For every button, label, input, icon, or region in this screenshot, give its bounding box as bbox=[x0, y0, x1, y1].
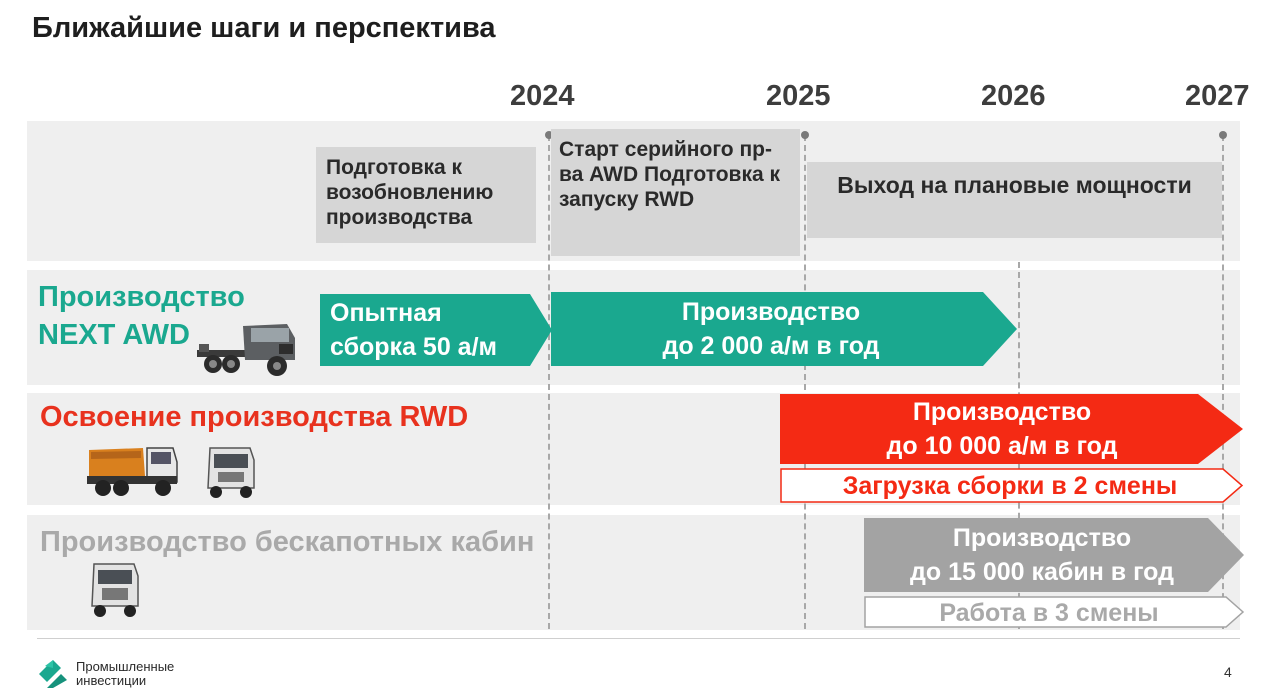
rwd-production-arrow: Производство до 10 000 а/м в год bbox=[780, 394, 1243, 464]
page-number: 4 bbox=[1224, 664, 1232, 680]
dump-truck-icon bbox=[85, 442, 180, 500]
timeline-2025-line bbox=[804, 135, 806, 629]
awd-row-label: Производство NEXT AWD bbox=[38, 278, 245, 354]
rwd-shift-outline-arrow: Загрузка сборки в 2 смены bbox=[780, 468, 1244, 503]
year-2027: 2027 bbox=[1185, 80, 1250, 112]
timeline-2025-dot bbox=[801, 131, 809, 139]
cabins-production-arrow: Производство до 15 000 кабин в год bbox=[864, 518, 1244, 592]
awd-label-line1: Производство bbox=[38, 281, 245, 313]
rwd-row-label: Освоение производства RWD bbox=[40, 401, 469, 433]
year-2024: 2024 bbox=[510, 80, 575, 112]
rwd-shift-text: Загрузка сборки в 2 смены bbox=[842, 472, 1178, 500]
awd-production-arrow-text: Производство до 2 000 а/м в год bbox=[662, 298, 880, 360]
cabins-shift-text: Работа в 3 смены bbox=[939, 599, 1159, 627]
year-2025: 2025 bbox=[766, 80, 831, 112]
rwd-production-arrow-text: Производство до 10 000 а/м в год bbox=[886, 398, 1118, 460]
timeline-2027-line bbox=[1222, 135, 1224, 629]
cabins-row-label: Производство бескапотных кабин bbox=[40, 526, 535, 558]
company-logo-icon bbox=[37, 658, 69, 690]
cabins-shift-outline-arrow: Работа в 3 смены bbox=[864, 596, 1245, 628]
company-logo-text: Промышленные инвестиции bbox=[76, 659, 175, 688]
prep-box-capacity: Выход на плановые мощности bbox=[807, 162, 1222, 238]
timeline-2027-dot bbox=[1219, 131, 1227, 139]
awd-pilot-arrow-text: Опытная сборка 50 а/м bbox=[330, 299, 498, 361]
year-2026: 2026 bbox=[981, 80, 1046, 112]
cabins-production-arrow-text: Производство до 15 000 кабин в год bbox=[910, 524, 1174, 586]
timeline-2024-dot bbox=[545, 131, 553, 139]
awd-production-arrow: Производство до 2 000 а/м в год bbox=[551, 292, 1017, 366]
page-title: Ближайшие шаги и перспектива bbox=[32, 12, 496, 44]
awd-label-line2: NEXT AWD bbox=[38, 319, 190, 351]
tractor-truck-icon bbox=[200, 444, 258, 500]
cab-icon bbox=[84, 560, 142, 620]
footer-divider bbox=[37, 638, 1240, 639]
awd-pilot-arrow: Опытная сборка 50 а/м bbox=[320, 294, 552, 366]
prep-box-serial-start: Старт серийного пр-ва AWD Подготовка к з… bbox=[551, 129, 800, 256]
prep-box-restart: Подготовка к возобновлению производства bbox=[316, 147, 536, 243]
truck-chassis-icon bbox=[195, 316, 301, 378]
timeline-2024-line bbox=[548, 135, 550, 629]
